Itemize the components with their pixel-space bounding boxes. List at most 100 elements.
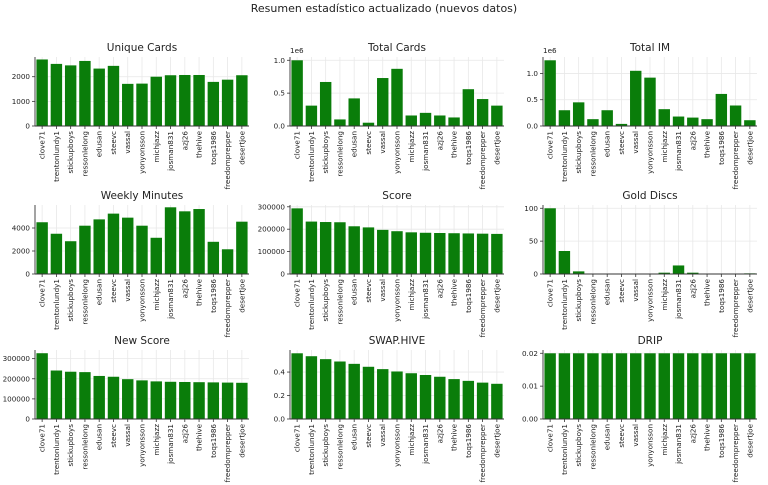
x-tick-label: yonyonsson <box>138 279 147 322</box>
x-tick-label: michjazz <box>152 131 161 163</box>
bar-michjazz <box>658 109 670 126</box>
bar-thehive <box>448 379 460 419</box>
bar-vassal <box>630 70 642 126</box>
bar-clove71 <box>544 208 556 274</box>
bar-clove71 <box>291 208 303 274</box>
x-tick-label: toqs1986 <box>209 424 218 458</box>
x-tick-label: azj26 <box>688 424 697 444</box>
x-tick-label: azj26 <box>180 131 189 151</box>
bar-ressonlelong <box>334 361 346 419</box>
bar-stickupboys <box>64 371 77 419</box>
x-tick-label: toqs1986 <box>464 131 473 165</box>
x-tick-label: yonyonsson <box>393 279 402 322</box>
bar-vassal <box>377 229 389 274</box>
y-tick-label: 50 <box>529 237 539 246</box>
x-tick-label: toqs1986 <box>209 279 218 313</box>
bar-azj26 <box>687 117 699 126</box>
y-offset-label: 1e6 <box>290 46 304 55</box>
x-tick-label: trentonlundy1 <box>560 424 569 475</box>
bar-trentonlundy1 <box>305 221 318 274</box>
x-tick-label: ressonlelong <box>80 279 89 325</box>
bar-trentonlundy1 <box>305 356 318 419</box>
x-tick-label: josman831 <box>421 424 430 465</box>
bar-michjazz <box>150 237 162 274</box>
bar-vassal <box>377 78 389 126</box>
bar-desertjoe <box>744 353 756 419</box>
y-tick-label: 0.2 <box>274 391 285 400</box>
y-tick-label: 1000 <box>12 97 31 106</box>
x-tick-label: freedomprepper <box>478 279 487 337</box>
x-tick-label: stickupboys <box>66 131 75 174</box>
y-tick-label: 0.01 <box>522 382 538 391</box>
bar-michjazz <box>658 353 670 419</box>
bar-stickupboys <box>572 353 585 419</box>
bar-vassal <box>122 217 134 274</box>
bar-steevc <box>362 366 375 419</box>
bar-desertjoe <box>236 382 248 419</box>
bar-freedomprepper <box>476 233 489 274</box>
bar-stickupboys <box>319 81 332 126</box>
bar-michjazz <box>150 381 162 419</box>
x-tick-label: azj26 <box>688 131 697 151</box>
bar-steevc <box>107 213 120 274</box>
x-tick-label: trentonlundy1 <box>307 424 316 475</box>
x-tick-label: vassal <box>631 131 640 154</box>
bar-vassal <box>630 353 642 419</box>
x-tick-label: steevc <box>617 279 626 303</box>
chart-total-im: Total IM 0.0 0.5 1.0 1e6 clove71 trentonlundy1… <box>527 42 757 189</box>
bar-josman831 <box>419 232 432 274</box>
x-tick-label: ressonlelong <box>588 424 597 470</box>
x-tick-label: trentonlundy1 <box>52 279 61 330</box>
x-tick-label: stickupboys <box>66 279 75 322</box>
x-tick-label: azj26 <box>180 279 189 299</box>
x-tick-label: josman831 <box>166 279 175 320</box>
x-tick-label: josman831 <box>166 424 175 465</box>
x-tick-label: stickupboys <box>321 424 330 467</box>
x-tick-label: ressonlelong <box>335 131 344 177</box>
bar-azj26 <box>434 233 446 274</box>
bar-freedomprepper <box>729 353 742 419</box>
y-tick-label: 0.00 <box>522 415 538 424</box>
bar-freedomprepper <box>476 382 489 419</box>
x-tick-label: michjazz <box>152 279 161 311</box>
y-tick-label: 0 <box>25 415 30 424</box>
x-tick-label: stickupboys <box>574 279 583 322</box>
x-tick-label: edusan <box>603 424 612 450</box>
y-tick-label: 300000 <box>258 202 286 211</box>
bar-clove71 <box>291 60 303 126</box>
bar-josman831 <box>164 75 177 126</box>
x-tick-label: yonyonsson <box>138 424 147 467</box>
bar-josman831 <box>672 265 685 274</box>
bar-josman831 <box>164 207 177 274</box>
x-tick-label: trentonlundy1 <box>307 131 316 182</box>
x-tick-label: yonyonsson <box>393 424 402 467</box>
y-tick-label: 200000 <box>258 225 286 234</box>
bar-freedomprepper <box>221 382 234 419</box>
bar-josman831 <box>419 374 432 419</box>
x-tick-label: josman831 <box>421 279 430 320</box>
x-tick-label: josman831 <box>674 131 683 172</box>
bar-toqs1986 <box>462 380 475 419</box>
bar-clove71 <box>36 59 48 126</box>
bar-steevc <box>107 65 120 126</box>
chart-swap-hive: SWAP.HIVE 0.0 0.2 0.4 clove71 trentonlundy1 st… <box>274 335 504 482</box>
x-tick-label: desertjoe <box>492 423 501 457</box>
x-tick-label: edusan <box>350 131 359 157</box>
bar-ressonlelong <box>334 119 346 126</box>
x-tick-label: stickupboys <box>321 131 330 174</box>
bar-trentonlundy1 <box>305 105 318 126</box>
bar-ressonlelong <box>587 119 599 126</box>
x-tick-label: clove71 <box>293 131 302 159</box>
x-tick-label: clove71 <box>38 424 47 452</box>
bar-toqs1986 <box>207 382 220 419</box>
chart-drip: DRIP 0.00 0.01 0.02 clove71 trentonlundy1 stic… <box>522 335 757 482</box>
x-tick-label: desertjoe <box>745 423 754 457</box>
x-tick-label: clove71 <box>293 279 302 307</box>
x-tick-label: toqs1986 <box>209 131 218 165</box>
bar-azj26 <box>434 376 446 419</box>
x-tick-label: azj26 <box>435 131 444 151</box>
y-tick-label: 0.0 <box>527 122 539 131</box>
bar-desertjoe <box>236 221 248 274</box>
bar-steevc <box>362 227 375 274</box>
x-tick-label: michjazz <box>152 424 161 456</box>
